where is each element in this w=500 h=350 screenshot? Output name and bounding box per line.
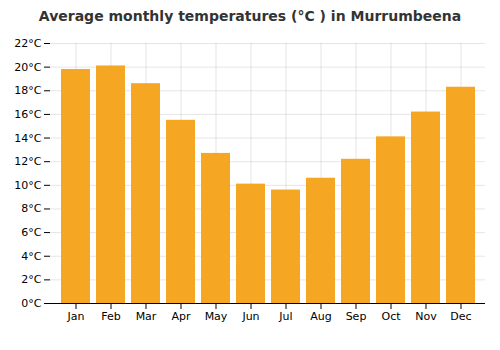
svg-text:6°C: 6°C (21, 226, 41, 239)
svg-text:Nov: Nov (415, 310, 437, 323)
svg-text:12°C: 12°C (14, 155, 41, 168)
svg-text:18°C: 18°C (14, 84, 41, 97)
svg-text:20°C: 20°C (14, 61, 41, 74)
svg-text:14°C: 14°C (14, 132, 41, 145)
svg-text:Feb: Feb (101, 310, 120, 323)
svg-text:Jan: Jan (67, 310, 85, 323)
svg-text:May: May (205, 310, 228, 323)
svg-text:Aug: Aug (310, 310, 331, 323)
svg-text:Apr: Apr (171, 310, 191, 323)
svg-text:Jul: Jul (278, 310, 292, 323)
svg-text:16°C: 16°C (14, 108, 41, 121)
svg-text:22°C: 22°C (14, 37, 41, 50)
svg-text:Mar: Mar (136, 310, 157, 323)
svg-text:8°C: 8°C (21, 202, 41, 215)
svg-text:Jun: Jun (241, 310, 259, 323)
svg-text:2°C: 2°C (21, 273, 41, 286)
svg-text:Sep: Sep (346, 310, 367, 323)
svg-text:Oct: Oct (381, 310, 401, 323)
svg-text:10°C: 10°C (14, 179, 41, 192)
svg-text:0°C: 0°C (21, 297, 41, 310)
html-text:Average monthly temperatures (: Average monthly temperatures (°C ) in Mu… (38, 8, 462, 24)
svg-text:Dec: Dec (450, 310, 471, 323)
svg-text:4°C: 4°C (21, 250, 41, 263)
